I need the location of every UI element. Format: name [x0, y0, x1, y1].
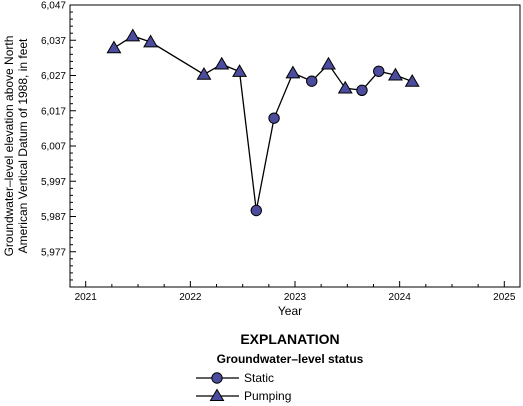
y-axis-title: Groundwater–level elevation above North	[2, 36, 16, 257]
legend-static-label: Static	[244, 371, 274, 385]
y-tick-label: 6,047	[41, 1, 66, 12]
pumping-point	[387, 67, 403, 81]
y-axis-title-line-1: Groundwater–level elevation above North	[2, 36, 16, 257]
plot-frame	[69, 4, 521, 288]
x-tick-label: 2025	[493, 292, 516, 303]
x-tick-labels: 2021 2022 2023 2024 2025	[75, 292, 516, 303]
legend-pumping-marker	[209, 388, 225, 401]
static-point	[306, 75, 318, 87]
pumping-point	[214, 56, 230, 70]
y-tick-label: 6,007	[41, 142, 66, 153]
legend-pumping-label: Pumping	[244, 389, 291, 403]
x-axis-title: Year	[278, 304, 302, 318]
static-point	[268, 112, 280, 124]
data-markers	[106, 28, 420, 217]
y-axis-title-line-2: American Vertical Datum of 1988, in feet	[16, 38, 30, 253]
y-tick-label: 5,977	[41, 247, 66, 258]
y-tick-label: 6,027	[41, 71, 66, 82]
pumping-point	[125, 28, 141, 42]
pumping-point	[285, 65, 301, 79]
legend: EXPLANATION Groundwater–level status Sta…	[196, 331, 364, 403]
x-tick-label: 2023	[284, 292, 307, 303]
pumping-point	[404, 74, 420, 87]
y-tick-labels: 5,977 5,987 5,997 6,007 6,017 6,027 6,037 6,047	[41, 1, 66, 259]
x-tick-label: 2021	[75, 292, 98, 303]
x-tick-label: 2022	[179, 292, 202, 303]
pumping-point	[143, 34, 159, 48]
legend-title: EXPLANATION	[240, 331, 339, 347]
y-tick-label: 5,997	[41, 177, 66, 188]
pumping-point	[232, 64, 248, 77]
x-tick-label: 2024	[389, 292, 412, 303]
legend-subtitle: Groundwater–level status	[217, 352, 364, 366]
pumping-point	[337, 80, 353, 94]
pumping-point	[106, 40, 122, 54]
pumping-point	[321, 56, 336, 70]
pumping-point	[196, 66, 212, 80]
static-point	[356, 84, 368, 97]
static-point	[373, 65, 385, 77]
y-tick-label: 6,017	[41, 106, 66, 117]
axis-ticks	[70, 4, 505, 288]
y-tick-label: 6,037	[41, 36, 66, 47]
y-tick-label: 5,987	[41, 212, 66, 223]
series-line	[113, 35, 413, 211]
y-axis-title-line-2-wrap: American Vertical Datum of 1988, in feet	[16, 38, 30, 253]
static-point	[250, 204, 262, 217]
legend-static-marker	[211, 372, 223, 384]
